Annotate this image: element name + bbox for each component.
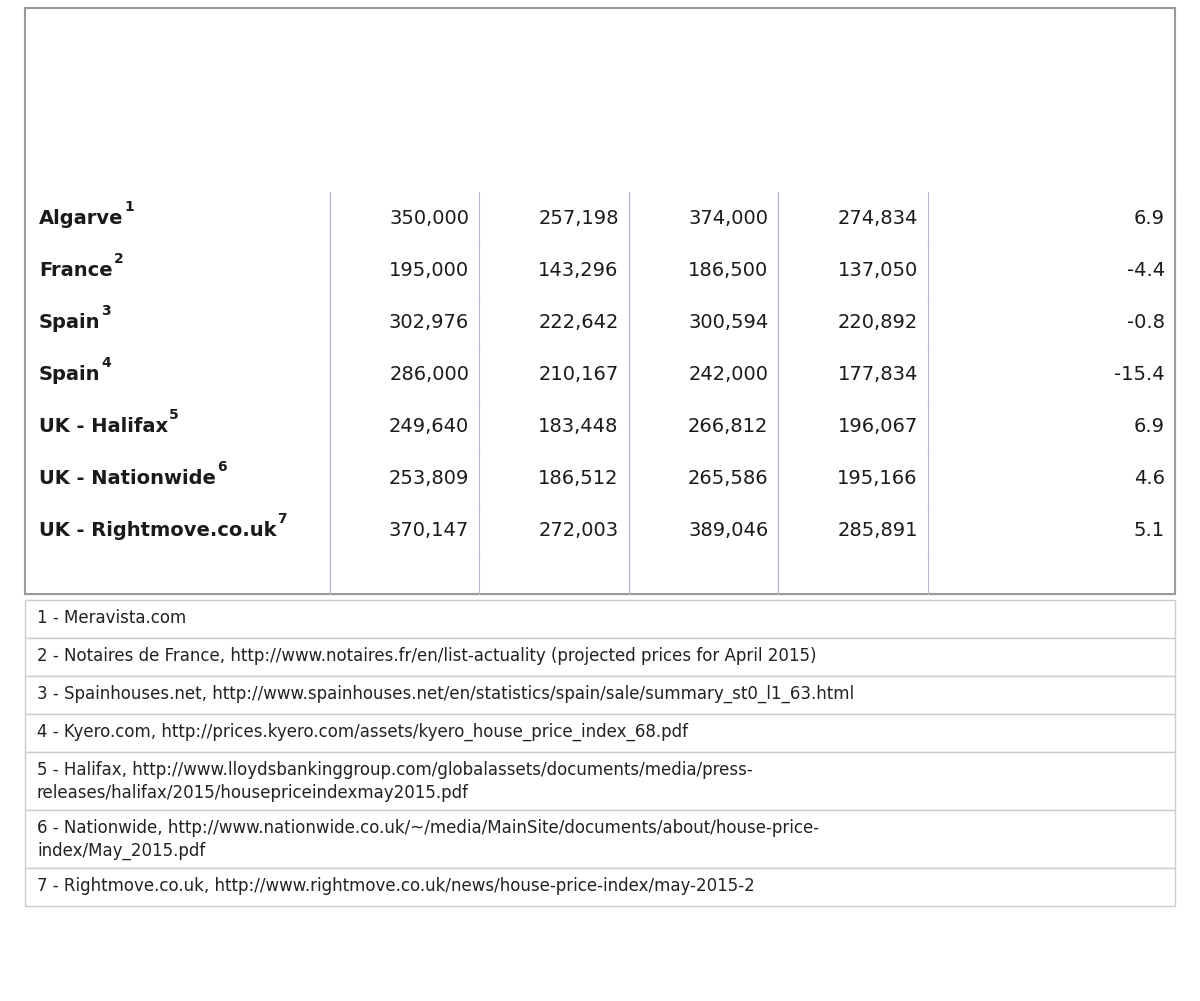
Text: 389,046: 389,046 (688, 521, 768, 540)
Bar (25, 714, 1175, 752)
Text: 6.9: 6.9 (1134, 416, 1165, 435)
Text: 1: 1 (125, 199, 134, 213)
Bar (25, 244, 1175, 296)
Text: 3: 3 (102, 303, 112, 317)
Text: 5 - Halifax, http://www.lloydsbankinggroup.com/globalassets/documents/media/pres: 5 - Halifax, http://www.lloydsbankinggro… (37, 761, 752, 802)
Text: 266,812: 266,812 (688, 416, 768, 435)
Bar (25, 676, 1175, 714)
Text: UK - Nationwide: UK - Nationwide (38, 468, 216, 487)
Text: 300,594: 300,594 (688, 312, 768, 331)
Bar (25, 810, 1175, 868)
Text: 196,067: 196,067 (838, 416, 918, 435)
Text: 249,640: 249,640 (389, 416, 469, 435)
Text: Algarve: Algarve (38, 208, 124, 227)
Bar (25, 86, 1175, 144)
Text: 1 - Meravista.com: 1 - Meravista.com (37, 609, 186, 627)
Text: 6 - Nationwide, http://www.nationwide.co.uk/~/media/MainSite/documents/about/hou: 6 - Nationwide, http://www.nationwide.co… (37, 819, 820, 860)
Text: 186,500: 186,500 (688, 260, 768, 279)
Text: UK - Halifax: UK - Halifax (38, 416, 168, 435)
Bar (25, 752, 1175, 810)
Text: 4 - Kyero.com, http://prices.kyero.com/assets/kyero_house_price_index_68.pdf: 4 - Kyero.com, http://prices.kyero.com/a… (37, 723, 688, 742)
Bar (25, 400, 1175, 452)
Bar (25, 296, 1175, 348)
Text: May, 2015: May, 2015 (724, 105, 833, 125)
Text: 257,198: 257,198 (539, 208, 619, 227)
Bar (25, 144, 1175, 192)
Bar (25, 192, 1175, 244)
Text: -0.8: -0.8 (1127, 312, 1165, 331)
Text: €: € (397, 156, 412, 180)
Text: 6.9: 6.9 (1134, 208, 1165, 227)
Text: £: £ (846, 156, 860, 180)
Text: Table 1: Average House Prices: Table 1: Average House Prices (341, 32, 859, 61)
Bar (25, 868, 1175, 906)
Text: 242,000: 242,000 (689, 364, 768, 383)
Text: 274,834: 274,834 (838, 208, 918, 227)
Text: 5.1: 5.1 (1134, 521, 1165, 540)
Bar (25, 638, 1175, 676)
Text: 272,003: 272,003 (539, 521, 619, 540)
Text: 4.6: 4.6 (1134, 468, 1165, 487)
Bar (25, 8, 1175, 86)
Text: Spain: Spain (38, 364, 101, 383)
Text: 370,147: 370,147 (389, 521, 469, 540)
Text: 7 - Rightmove.co.uk, http://www.rightmove.co.uk/news/house-price-index/may-2015-: 7 - Rightmove.co.uk, http://www.rightmov… (37, 877, 755, 895)
Bar (25, 504, 1175, 556)
Text: -4.4: -4.4 (1127, 260, 1165, 279)
Bar (25, 348, 1175, 400)
Text: 302,976: 302,976 (389, 312, 469, 331)
Text: 374,000: 374,000 (689, 208, 768, 227)
Text: €: € (696, 156, 712, 180)
Text: 253,809: 253,809 (389, 468, 469, 487)
Text: UK - Rightmove.co.uk: UK - Rightmove.co.uk (38, 521, 276, 540)
Text: 210,167: 210,167 (539, 364, 619, 383)
Text: 5: 5 (169, 407, 179, 421)
Bar (25, 8, 1175, 594)
Bar (25, 452, 1175, 504)
Text: Spain: Spain (38, 312, 101, 331)
Bar (25, 556, 1175, 594)
Text: 220,892: 220,892 (838, 312, 918, 331)
Text: 222,642: 222,642 (539, 312, 619, 331)
Text: 6: 6 (217, 459, 227, 473)
Text: May, 2014: May, 2014 (425, 105, 534, 125)
Text: £: £ (546, 156, 562, 180)
Text: 195,166: 195,166 (838, 468, 918, 487)
Text: 2 - Notaires de France, http://www.notaires.fr/en/list-actuality (projected pric: 2 - Notaires de France, http://www.notai… (37, 647, 816, 665)
Text: 3 - Spainhouses.net, http://www.spainhouses.net/en/statistics/spain/sale/summary: 3 - Spainhouses.net, http://www.spainhou… (37, 685, 854, 704)
Text: -15.4: -15.4 (1115, 364, 1165, 383)
Text: 7: 7 (277, 512, 287, 526)
Text: 186,512: 186,512 (539, 468, 619, 487)
Text: 285,891: 285,891 (838, 521, 918, 540)
Text: France: France (38, 260, 113, 279)
Text: 195,000: 195,000 (389, 260, 469, 279)
Text: % Change: % Change (998, 105, 1104, 125)
Text: 137,050: 137,050 (838, 260, 918, 279)
Text: 265,586: 265,586 (688, 468, 768, 487)
Text: 183,448: 183,448 (539, 416, 619, 435)
Text: 143,296: 143,296 (539, 260, 619, 279)
Text: 286,000: 286,000 (389, 364, 469, 383)
Text: 2: 2 (114, 251, 124, 265)
Bar (25, 600, 1175, 638)
Text: 350,000: 350,000 (389, 208, 469, 227)
Text: 4: 4 (102, 355, 112, 369)
Text: 177,834: 177,834 (838, 364, 918, 383)
